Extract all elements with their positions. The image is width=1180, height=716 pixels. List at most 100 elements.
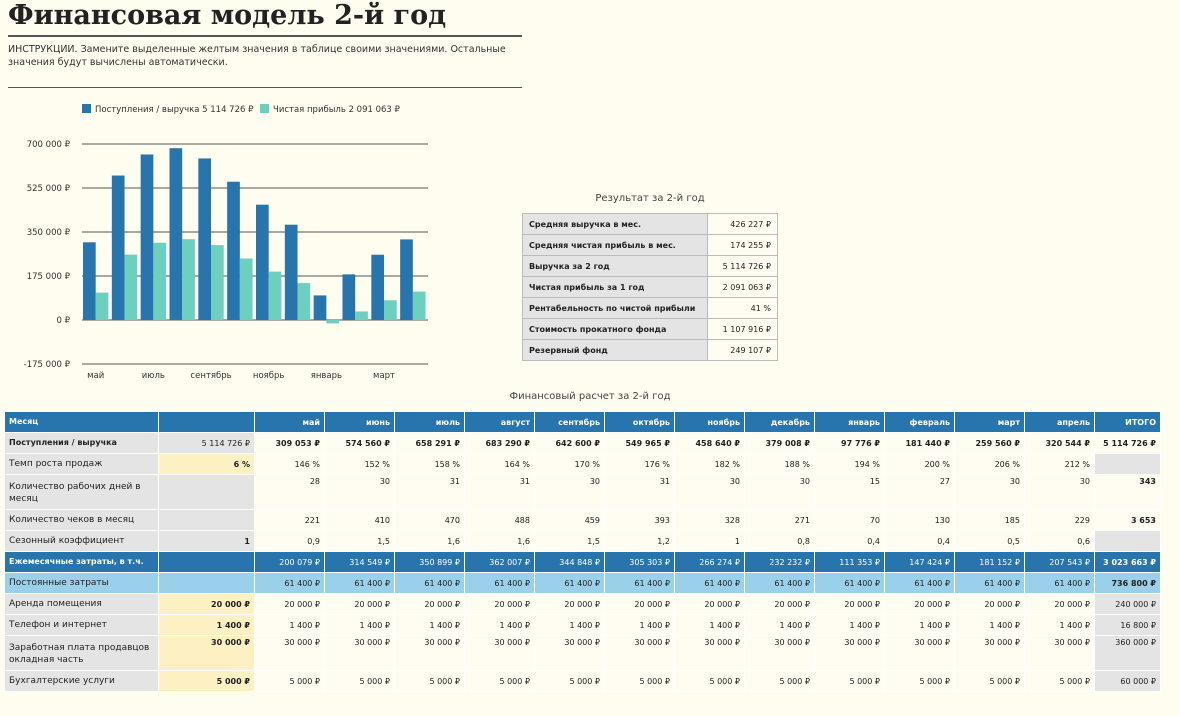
row-value: 30 000 ₽ xyxy=(254,635,325,671)
row-value: 5 000 ₽ xyxy=(744,670,815,692)
row-value: 61 400 ₽ xyxy=(464,572,535,594)
row-value: 410 xyxy=(324,509,395,531)
row-value: 152 % xyxy=(324,453,395,475)
row-label: Ежемесячные затраты, в т.ч. xyxy=(4,551,159,573)
bar-revenue xyxy=(111,175,125,320)
row-value: 266 274 ₽ xyxy=(674,551,745,573)
results-row: Резервный фонд 249 107 ₽ xyxy=(522,339,778,361)
bar-profit xyxy=(326,320,340,324)
results-label: Средняя выручка в мес. xyxy=(522,213,708,235)
row-value: 28 xyxy=(254,474,325,510)
row-value: 20 000 ₽ xyxy=(674,593,745,615)
row-value: 5 000 ₽ xyxy=(954,670,1025,692)
bar-profit xyxy=(412,291,426,320)
row-value: 232 232 ₽ xyxy=(744,551,815,573)
row-value: 5 000 ₽ xyxy=(534,670,605,692)
row-value: 30 xyxy=(1024,474,1095,510)
row-value: 30 000 ₽ xyxy=(604,635,675,671)
table-row: Бухгалтерские услуги 5 000 ₽5 000 ₽5 000 … xyxy=(4,670,1161,692)
results-label: Чистая прибыль за 1 год xyxy=(522,276,708,298)
row-value: 20 000 ₽ xyxy=(604,593,675,615)
row-label: Сезонный коэффициент xyxy=(4,530,159,552)
row-value: 1 400 ₽ xyxy=(814,614,885,636)
financial-title: Финансовый расчет за 2-й год xyxy=(509,391,671,402)
row-input xyxy=(158,551,255,573)
bar-revenue xyxy=(371,254,385,320)
row-value: 458 640 ₽ xyxy=(674,432,745,454)
row-value: 379 008 ₽ xyxy=(744,432,815,454)
row-value: 176 % xyxy=(604,453,675,475)
row-value: 20 000 ₽ xyxy=(464,593,535,615)
row-value: 1 400 ₽ xyxy=(1024,614,1095,636)
row-value: 30 000 ₽ xyxy=(674,635,745,671)
row-value: 130 xyxy=(884,509,955,531)
results-value: 1 107 916 ₽ xyxy=(707,318,778,340)
row-value: 111 353 ₽ xyxy=(814,551,885,573)
x-tick-label: март xyxy=(373,371,395,381)
row-value: 5 000 ₽ xyxy=(674,670,745,692)
results-value: 426 227 ₽ xyxy=(707,213,778,235)
row-label: Количество чеков в месяц xyxy=(4,509,159,531)
page-title: Финансовая модель 2-й год xyxy=(8,0,447,31)
row-input: 20 000 ₽ xyxy=(158,593,255,615)
results-value: 249 107 ₽ xyxy=(707,339,778,361)
row-label: Аренда помещения xyxy=(4,593,159,615)
row-total: 240 000 ₽ xyxy=(1094,593,1161,615)
bar-profit xyxy=(153,242,167,320)
results-label: Резервный фонд xyxy=(522,339,708,361)
row-value: 5 000 ₽ xyxy=(814,670,885,692)
table-row: Ежемесячные затраты, в т.ч. 200 079 ₽314 … xyxy=(4,551,1161,573)
financial-table: Месяц май июнь июль август сентябрь октябрь ноя… xyxy=(4,411,1161,692)
row-value: 20 000 ₽ xyxy=(324,593,395,615)
y-tick-label: 350 000 ₽ xyxy=(27,228,71,238)
row-value: 97 776 ₽ xyxy=(814,432,885,454)
results-value: 2 091 063 ₽ xyxy=(707,276,778,298)
row-value: 0,9 xyxy=(254,530,325,552)
header-month: август xyxy=(464,411,535,433)
row-value: 181 152 ₽ xyxy=(954,551,1025,573)
row-total: 343 xyxy=(1094,474,1161,510)
row-value: 0,4 xyxy=(884,530,955,552)
row-total: 3 023 663 ₽ xyxy=(1094,551,1161,573)
row-value: 0,6 xyxy=(1024,530,1095,552)
revenue-profit-chart: Поступления / выручка 5 114 726 ₽ Чистая … xyxy=(24,104,428,381)
header-month: июнь xyxy=(324,411,395,433)
row-value: 5 000 ₽ xyxy=(884,670,955,692)
header-month: апрель xyxy=(1024,411,1095,433)
results-value: 174 255 ₽ xyxy=(707,234,778,256)
row-value: 0,5 xyxy=(954,530,1025,552)
row-value: 61 400 ₽ xyxy=(884,572,955,594)
bar-profit xyxy=(239,258,253,320)
header-month-label: Месяц xyxy=(4,411,159,433)
row-value: 30 000 ₽ xyxy=(534,635,605,671)
row-input: 6 % xyxy=(158,453,255,475)
row-value: 1 400 ₽ xyxy=(464,614,535,636)
row-value: 20 000 ₽ xyxy=(884,593,955,615)
row-value: 61 400 ₽ xyxy=(1024,572,1095,594)
row-value: 185 xyxy=(954,509,1025,531)
table-row: Количество рабочих дней в месяц 28 30 31 31 3… xyxy=(4,474,1161,510)
row-total: 5 114 726 ₽ xyxy=(1094,432,1161,454)
row-label: Заработная плата продавцов окладная част… xyxy=(4,635,159,671)
row-value: 30 000 ₽ xyxy=(1024,635,1095,671)
row-value: 30 000 ₽ xyxy=(464,635,535,671)
row-value: 314 549 ₽ xyxy=(324,551,395,573)
title-divider xyxy=(8,35,522,37)
results-value: 5 114 726 ₽ xyxy=(707,255,778,277)
legend-label: Чистая прибыль 2 091 063 ₽ xyxy=(273,105,401,115)
row-value: 30 xyxy=(674,474,745,510)
header-month: октябрь xyxy=(604,411,675,433)
bar-profit xyxy=(182,239,195,320)
row-value: 61 400 ₽ xyxy=(814,572,885,594)
row-value: 5 000 ₽ xyxy=(604,670,675,692)
row-value: 1,5 xyxy=(534,530,605,552)
row-value: 181 440 ₽ xyxy=(884,432,955,454)
row-value: 20 000 ₽ xyxy=(254,593,325,615)
row-label: Поступления / выручка xyxy=(4,432,159,454)
row-value: 1 400 ₽ xyxy=(674,614,745,636)
y-tick-label: -175 000 ₽ xyxy=(24,360,71,370)
bar-revenue xyxy=(256,204,269,320)
row-value: 1 xyxy=(674,530,745,552)
row-value: 30 000 ₽ xyxy=(394,635,465,671)
row-value: 200 % xyxy=(884,453,955,475)
